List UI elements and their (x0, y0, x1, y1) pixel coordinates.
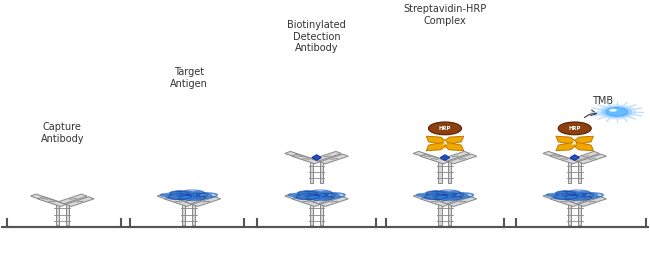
Circle shape (597, 104, 637, 120)
Polygon shape (66, 197, 94, 206)
Polygon shape (285, 151, 313, 161)
Polygon shape (320, 154, 348, 164)
Polygon shape (413, 151, 442, 161)
Polygon shape (56, 204, 59, 225)
Text: Biotinylated
Detection
Antibody: Biotinylated Detection Antibody (287, 20, 346, 54)
Polygon shape (185, 194, 214, 204)
Polygon shape (448, 161, 452, 183)
Polygon shape (568, 161, 571, 183)
Polygon shape (313, 194, 341, 204)
Circle shape (609, 109, 617, 112)
Polygon shape (157, 194, 185, 204)
Polygon shape (570, 155, 579, 160)
Polygon shape (578, 161, 581, 183)
Text: Target
Antigen: Target Antigen (170, 67, 208, 89)
Polygon shape (182, 204, 185, 225)
Polygon shape (571, 151, 599, 161)
Polygon shape (543, 151, 571, 161)
Polygon shape (192, 197, 220, 206)
Polygon shape (421, 154, 448, 164)
Polygon shape (571, 194, 599, 204)
Text: Streptavidin-HRP
Complex: Streptavidin-HRP Complex (404, 4, 487, 26)
Polygon shape (440, 155, 450, 160)
Polygon shape (568, 204, 571, 225)
Polygon shape (448, 154, 476, 164)
Text: Capture
Antibody: Capture Antibody (40, 122, 84, 144)
Circle shape (606, 108, 628, 116)
Circle shape (558, 122, 592, 135)
Polygon shape (441, 151, 470, 161)
Text: HRP: HRP (439, 126, 451, 131)
Polygon shape (310, 161, 313, 183)
Polygon shape (448, 204, 452, 225)
Text: A: A (573, 141, 577, 146)
Polygon shape (58, 194, 87, 204)
Polygon shape (448, 197, 476, 206)
Polygon shape (421, 197, 448, 206)
Polygon shape (312, 155, 321, 160)
Polygon shape (164, 197, 192, 206)
Polygon shape (441, 194, 470, 204)
Polygon shape (543, 194, 571, 204)
Polygon shape (578, 204, 581, 225)
Polygon shape (578, 197, 606, 206)
Text: TMB: TMB (592, 96, 614, 106)
Text: A: A (443, 141, 447, 146)
Polygon shape (310, 204, 313, 225)
Polygon shape (556, 142, 577, 151)
Polygon shape (550, 197, 578, 206)
Circle shape (428, 122, 462, 135)
Polygon shape (38, 197, 66, 206)
Polygon shape (320, 161, 323, 183)
Polygon shape (413, 194, 442, 204)
Polygon shape (556, 136, 577, 145)
Polygon shape (572, 136, 593, 145)
Polygon shape (439, 204, 441, 225)
Polygon shape (66, 204, 69, 225)
Polygon shape (320, 197, 348, 206)
Polygon shape (31, 194, 59, 204)
Polygon shape (313, 151, 341, 161)
Polygon shape (578, 154, 606, 164)
Polygon shape (443, 136, 463, 145)
Polygon shape (426, 136, 448, 145)
Polygon shape (192, 204, 195, 225)
Polygon shape (439, 161, 441, 183)
Text: HRP: HRP (569, 126, 581, 131)
Polygon shape (550, 154, 578, 164)
Polygon shape (292, 197, 320, 206)
Polygon shape (320, 204, 323, 225)
Polygon shape (426, 142, 448, 151)
Circle shape (601, 106, 632, 118)
Polygon shape (572, 142, 593, 151)
Polygon shape (292, 154, 320, 164)
Polygon shape (285, 194, 313, 204)
Polygon shape (443, 142, 463, 151)
